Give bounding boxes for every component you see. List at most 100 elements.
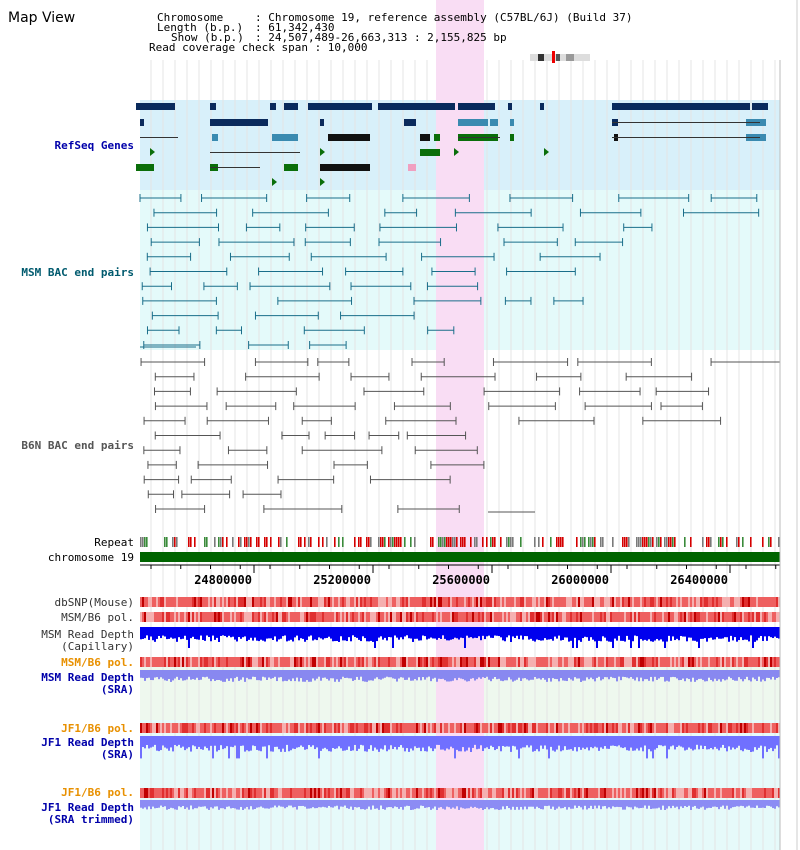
jf1-depth-trimmed bbox=[266, 800, 268, 809]
msm-pol2-heat bbox=[360, 657, 362, 667]
jf1-pol-heat bbox=[290, 723, 292, 733]
msm-depth-capillary bbox=[734, 627, 736, 638]
jf1-pol-heat bbox=[542, 723, 544, 733]
msm-pol-heat bbox=[658, 612, 660, 622]
msm-pol2-heat bbox=[422, 657, 424, 667]
msm-depth-sra bbox=[316, 670, 318, 679]
jf1-depth-sra bbox=[566, 736, 568, 750]
jf1-pol-heat bbox=[460, 723, 462, 733]
msm-pol-heat bbox=[490, 612, 492, 622]
dbsnp-heat bbox=[468, 597, 470, 607]
jf1-pol2-heat bbox=[302, 788, 304, 798]
jf1-depth-sra bbox=[450, 736, 452, 747]
dbsnp-heat bbox=[644, 597, 646, 607]
jf1-pol-heat bbox=[240, 723, 242, 733]
dbsnp-heat bbox=[210, 597, 212, 607]
msm-depth-capillary bbox=[450, 627, 452, 640]
jf1-pol-heat bbox=[730, 723, 732, 733]
msm-depth-capillary bbox=[700, 627, 702, 639]
repeat-mark bbox=[310, 537, 312, 547]
jf1-pol2-heat bbox=[566, 788, 568, 798]
msm-pol-heat bbox=[314, 612, 316, 622]
dbsnp-heat bbox=[250, 597, 252, 607]
msm-depth-capillary bbox=[592, 627, 594, 640]
msm-pol-heat bbox=[218, 612, 220, 622]
msm-depth-sra bbox=[616, 670, 618, 682]
dbsnp-heat bbox=[522, 597, 524, 607]
msm-pol-heat bbox=[256, 612, 258, 622]
dbsnp-heat bbox=[470, 597, 472, 607]
jf1-depth-sra bbox=[168, 736, 170, 751]
jf1-depth-sra bbox=[594, 736, 596, 747]
msm-pol-heat bbox=[186, 612, 188, 622]
dbsnp-heat bbox=[180, 597, 182, 607]
msm-depth-sra bbox=[530, 670, 532, 680]
msm-pol-heat bbox=[466, 612, 468, 622]
jf1-depth-sra bbox=[296, 736, 298, 748]
jf1-pol2-heat bbox=[666, 788, 668, 798]
dbsnp-heat bbox=[514, 597, 516, 607]
refseq-gene bbox=[320, 164, 370, 171]
msm-depth-capillary bbox=[598, 627, 600, 641]
msm-pol-heat bbox=[464, 612, 466, 622]
jf1-pol2-heat bbox=[352, 788, 354, 798]
msm-pol-heat bbox=[246, 612, 248, 622]
dbsnp-heat bbox=[376, 597, 378, 607]
msm-pol-heat bbox=[166, 612, 168, 622]
repeat-mark bbox=[672, 537, 674, 547]
jf1-pol2-heat bbox=[170, 788, 172, 798]
msm-depth-sra bbox=[496, 670, 498, 680]
msm-pol2-heat bbox=[532, 657, 534, 667]
msm-pol-heat bbox=[410, 612, 412, 622]
repeat-mark bbox=[266, 537, 268, 547]
jf1-depth-trimmed bbox=[174, 800, 176, 810]
dbsnp-heat bbox=[712, 597, 714, 607]
jf1-pol2-heat bbox=[532, 788, 534, 798]
jf1-depth-sra bbox=[412, 736, 414, 751]
msm-pol-heat bbox=[552, 612, 554, 622]
jf1-depth-sra bbox=[368, 736, 370, 750]
jf1-pol2-heat bbox=[508, 788, 510, 798]
jf1-pol2-heat bbox=[474, 788, 476, 798]
msm-pol-heat bbox=[702, 612, 704, 622]
msm-depth-capillary bbox=[516, 627, 518, 636]
jf1-pol2-heat bbox=[470, 788, 472, 798]
msm-pol2-heat bbox=[338, 657, 340, 667]
jf1-depth-sra bbox=[706, 736, 708, 750]
jf1-pol2-heat bbox=[338, 788, 340, 798]
msm-pol2-heat bbox=[262, 657, 264, 667]
jf1-pol2-heat bbox=[612, 788, 614, 798]
jf1-depth-sra bbox=[392, 736, 394, 750]
jf1-pol2-heat bbox=[404, 788, 406, 798]
jf1-depth-trimmed bbox=[672, 800, 674, 806]
msm-pol2-heat bbox=[344, 657, 346, 667]
jf1-depth-trimmed bbox=[630, 800, 632, 808]
msm-depth-sra bbox=[184, 670, 186, 681]
msm-pol2-heat bbox=[712, 657, 714, 667]
msm-pol2-heat bbox=[512, 657, 514, 667]
jf1-pol2-heat bbox=[368, 788, 370, 798]
dbsnp-heat bbox=[344, 597, 346, 607]
msm-depth-sra bbox=[718, 670, 720, 680]
dbsnp-heat bbox=[744, 597, 746, 607]
jf1-depth-sra bbox=[632, 736, 634, 751]
msm-depth-sra bbox=[542, 670, 544, 678]
msm-depth-capillary bbox=[676, 627, 678, 639]
msm-depth-sra bbox=[208, 670, 210, 679]
jf1-depth-sra bbox=[414, 736, 416, 747]
msm-depth-capillary bbox=[484, 627, 486, 640]
jf1-pol2-heat bbox=[398, 788, 400, 798]
msm-pol-heat bbox=[238, 612, 240, 622]
jf1-depth-trimmed bbox=[250, 800, 252, 807]
msm-pol-heat bbox=[632, 612, 634, 622]
jf1-depth-sra bbox=[356, 736, 358, 751]
msm-depth-sra bbox=[688, 670, 690, 680]
msm-pol2-heat bbox=[762, 657, 764, 667]
msm-pol2-heat bbox=[418, 657, 420, 667]
msm-pol-heat bbox=[568, 612, 570, 622]
msm-depth-capillary bbox=[684, 627, 686, 637]
jf1-depth-sra bbox=[146, 736, 148, 745]
msm-pol2-heat bbox=[154, 657, 156, 667]
jf1-depth-sra bbox=[262, 736, 264, 747]
